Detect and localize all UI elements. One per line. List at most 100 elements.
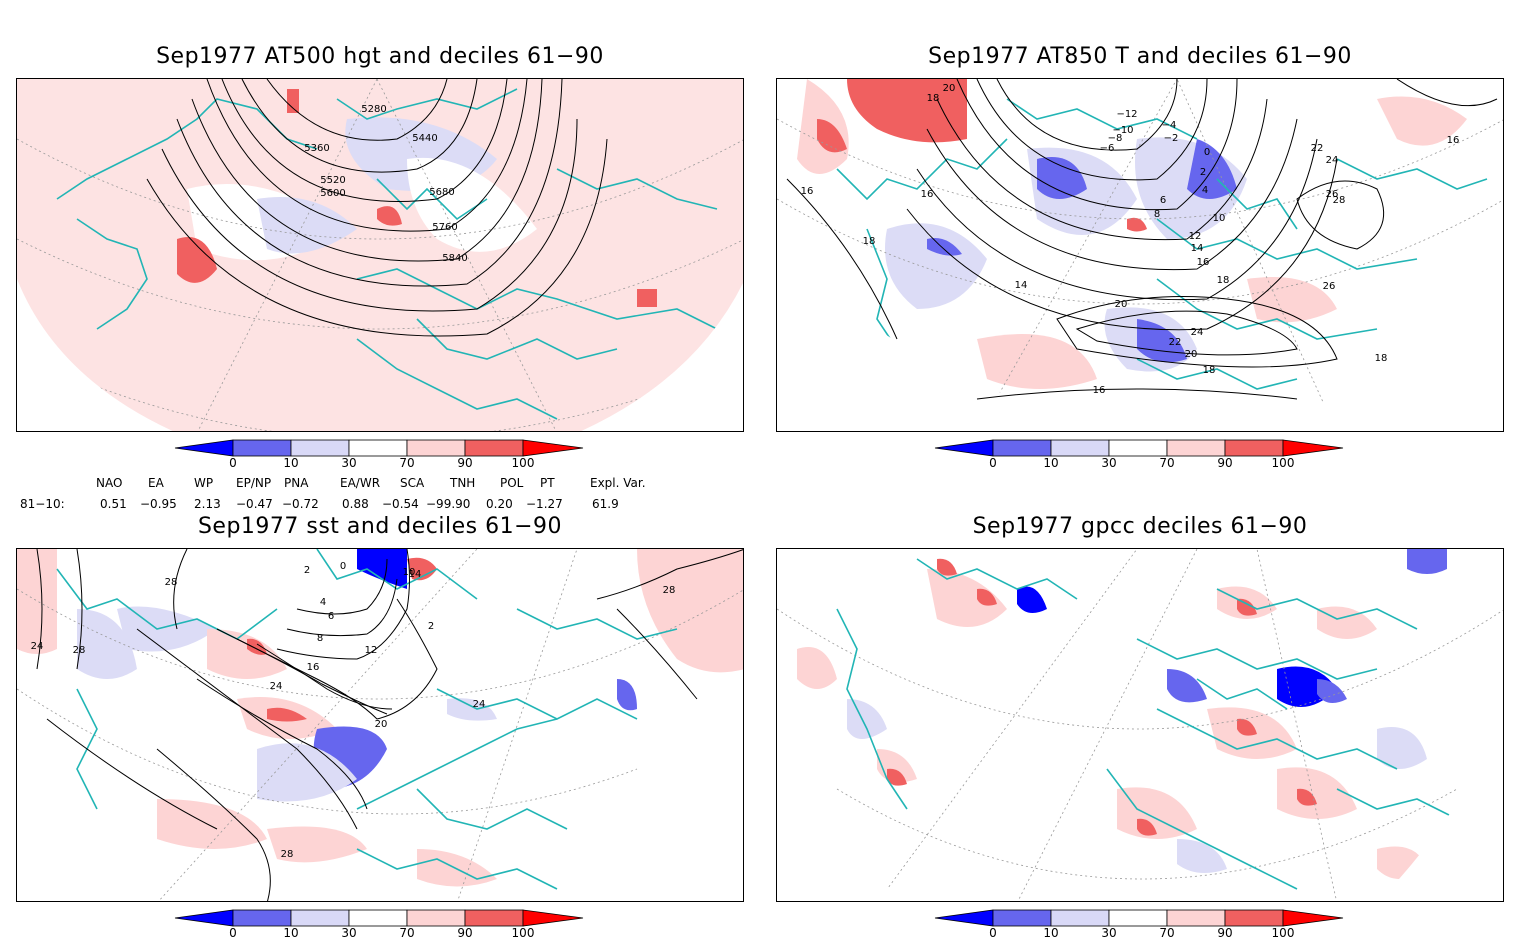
contour-label: 24 bbox=[31, 641, 44, 652]
panel-title: Sep1977 gpcc deciles 61−90 bbox=[972, 514, 1308, 539]
index-name: POL bbox=[500, 476, 524, 490]
height-contours bbox=[146, 79, 608, 337]
index-name: TNH bbox=[450, 476, 476, 490]
contour-label: 5600 bbox=[320, 188, 345, 199]
contour-label: 20 bbox=[1185, 349, 1198, 360]
map-at500: 5280 5360 5440 5520 5600 5680 5760 5840 bbox=[17, 79, 743, 431]
index-name: EA/WR bbox=[340, 476, 381, 490]
colorbar-label: 70 bbox=[1159, 456, 1175, 470]
contour-label: 0 bbox=[1204, 147, 1210, 158]
contour-label: 8 bbox=[1154, 209, 1160, 220]
index-value: −0.47 bbox=[236, 497, 273, 511]
colorbar-label: 90 bbox=[457, 456, 473, 470]
contour-label: 5520 bbox=[320, 175, 345, 186]
colorbar-label: 70 bbox=[399, 456, 415, 470]
colorbar-label: 10 bbox=[1043, 456, 1059, 470]
index-name: Expl. Var. bbox=[590, 476, 646, 490]
contour-label: 18 bbox=[1375, 353, 1388, 364]
contour-label: 10 bbox=[1213, 213, 1226, 224]
index-value: −0.72 bbox=[282, 497, 319, 511]
colorbar-label: 0 bbox=[229, 926, 237, 940]
index-name: SCA bbox=[400, 476, 425, 490]
panel-title: Sep1977 sst and deciles 61−90 bbox=[197, 514, 563, 539]
contour-label: 28 bbox=[165, 577, 178, 588]
colorbar-label: 90 bbox=[1217, 456, 1233, 470]
contour-label: 24 bbox=[1326, 155, 1339, 166]
contour-label: −2 bbox=[1164, 133, 1179, 144]
contour-label: 20 bbox=[1115, 299, 1128, 310]
contour-label: 16 bbox=[1197, 257, 1210, 268]
contour-label: 16 bbox=[1447, 135, 1460, 146]
index-value: −99.90 bbox=[426, 497, 471, 511]
index-name: PNA bbox=[284, 476, 309, 490]
contour-label: −4 bbox=[1162, 120, 1177, 131]
index-value: 0.88 bbox=[342, 497, 369, 511]
colorbar-label: 100 bbox=[1271, 456, 1295, 470]
contour-label: 22 bbox=[1169, 337, 1182, 348]
colorbar-label: 10 bbox=[1043, 926, 1059, 940]
index-period: 81−10: bbox=[20, 497, 65, 511]
index-value: −0.95 bbox=[140, 497, 177, 511]
colorbar-label: 10 bbox=[283, 456, 299, 470]
contour-label: 14 bbox=[409, 569, 422, 580]
index-value: 2.13 bbox=[194, 497, 221, 511]
contour-label: 28 bbox=[1333, 195, 1346, 206]
colorbar-ramp bbox=[174, 909, 584, 927]
map-panel-at850: 20 18 16 18 −2 −4 −6 −8 −10 −12 0 2 4 6 … bbox=[776, 78, 1504, 432]
contour-label: 28 bbox=[73, 645, 86, 656]
index-name: PT bbox=[540, 476, 555, 490]
colorbar-gpcc: 0 10 30 70 90 100 bbox=[934, 909, 1355, 944]
colorbar-label: 30 bbox=[1101, 926, 1117, 940]
index-name: NAO bbox=[96, 476, 123, 490]
contour-label: 24 bbox=[1191, 327, 1204, 338]
contour-label: 18 bbox=[863, 236, 876, 247]
colorbar-label: 90 bbox=[1217, 926, 1233, 940]
coastlines bbox=[56, 549, 678, 890]
index-value: 0.20 bbox=[486, 497, 513, 511]
index-name: EA bbox=[148, 476, 164, 490]
contour-label: 5680 bbox=[429, 187, 454, 198]
map-panel-at500: 5280 5360 5440 5520 5600 5680 5760 5840 bbox=[16, 78, 744, 432]
colorbar-label: 90 bbox=[457, 926, 473, 940]
colorbar-label: 70 bbox=[399, 926, 415, 940]
panel-title: Sep1977 AT500 hgt and deciles 61−90 bbox=[156, 44, 604, 69]
contour-label: 26 bbox=[1323, 281, 1336, 292]
contour-label: 12 bbox=[365, 645, 378, 656]
contour-label: 2 bbox=[428, 621, 434, 632]
index-name: WP bbox=[194, 476, 214, 490]
contour-label: 16 bbox=[1093, 385, 1106, 396]
contour-label: 18 bbox=[927, 93, 940, 104]
contour-label: 26 bbox=[1326, 189, 1339, 200]
colorbar-label: 30 bbox=[341, 926, 357, 940]
colorbar-label: 70 bbox=[1159, 926, 1175, 940]
contour-label: 16 bbox=[921, 189, 934, 200]
contour-label: 0 bbox=[340, 561, 346, 572]
contour-label: −12 bbox=[1116, 109, 1137, 120]
colorbar-label: 0 bbox=[989, 926, 997, 940]
colorbar-label: 0 bbox=[989, 456, 997, 470]
map-sst: 28 28 24 0 2 4 6 8 10 12 14 16 20 24 24 … bbox=[17, 549, 743, 901]
contour-label: 20 bbox=[943, 83, 956, 94]
index-value: 0.51 bbox=[100, 497, 127, 511]
contour-label: 4 bbox=[320, 597, 326, 608]
colorbar-label: 10 bbox=[283, 926, 299, 940]
sst-contours bbox=[36, 549, 743, 901]
contour-label: 16 bbox=[307, 662, 320, 673]
contour-label: 14 bbox=[1015, 280, 1028, 291]
contour-label: 5360 bbox=[304, 143, 329, 154]
map-gpcc bbox=[777, 549, 1503, 901]
contour-label: 18 bbox=[1217, 275, 1230, 286]
index-value: −0.54 bbox=[382, 497, 419, 511]
contour-label: 5760 bbox=[432, 222, 457, 233]
colorbar-label: 0 bbox=[229, 456, 237, 470]
panel-title: Sep1977 AT850 T and deciles 61−90 bbox=[928, 44, 1352, 69]
contour-label: 18 bbox=[1203, 365, 1216, 376]
contour-label: 2 bbox=[304, 565, 310, 576]
contour-label: 16 bbox=[801, 186, 814, 197]
map-panel-sst: 28 28 24 0 2 4 6 8 10 12 14 16 20 24 24 … bbox=[16, 548, 744, 902]
contour-label: 2 bbox=[1200, 167, 1206, 178]
colorbar-ramp bbox=[934, 439, 1344, 457]
contour-label: 6 bbox=[328, 611, 334, 622]
colorbar-label: 30 bbox=[341, 456, 357, 470]
colorbar-at850: 0 10 30 70 90 100 bbox=[934, 439, 1355, 474]
